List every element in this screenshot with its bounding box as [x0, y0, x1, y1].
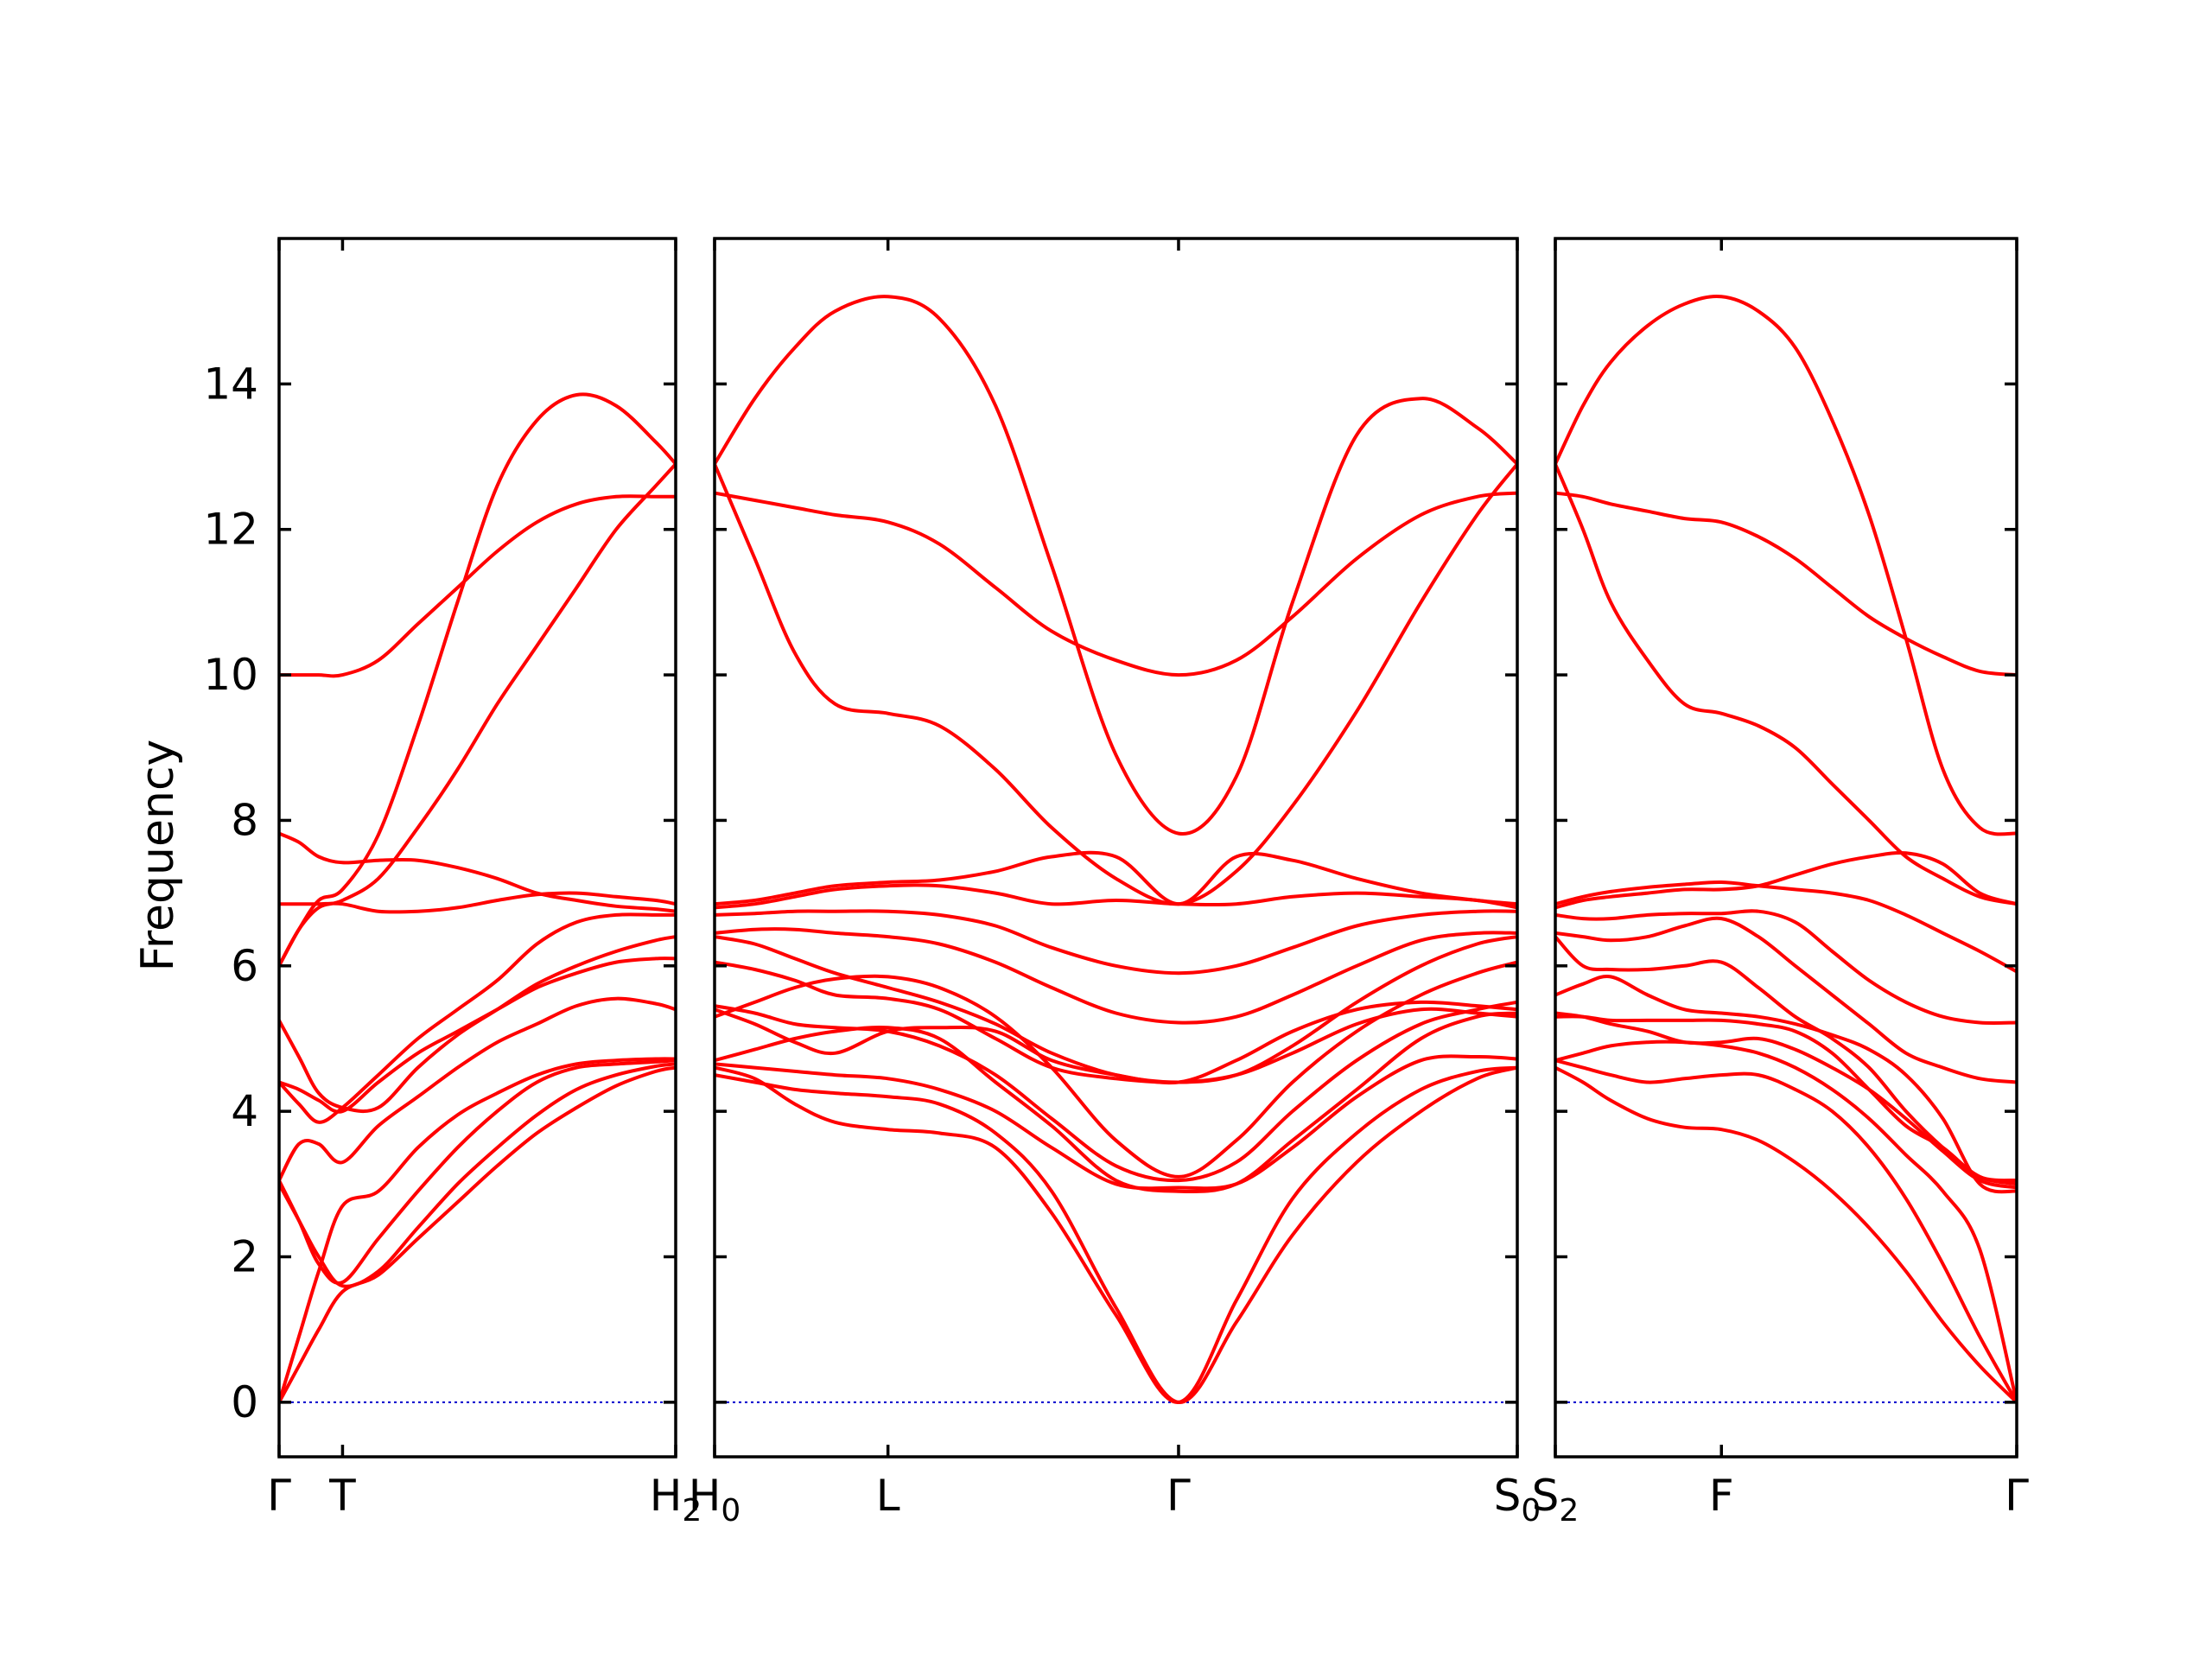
- band-2-6: [715, 909, 1517, 976]
- band-2-4: [715, 850, 1517, 906]
- x-tick-label-2-2: L: [876, 1471, 900, 1521]
- band-3-2: [1555, 462, 2017, 906]
- band-2-13: [715, 1054, 1517, 1191]
- x-tick-label-1-1: Γ: [267, 1471, 291, 1521]
- y-tick-label: 6: [231, 941, 258, 991]
- panel-3: S2 F Γ: [1532, 237, 2029, 1529]
- band-1-2: [279, 1057, 676, 1404]
- band-3-13: [1555, 1058, 2017, 1404]
- band-3-11: [1555, 1011, 2017, 1190]
- panel-frame-2: [713, 237, 1519, 1459]
- y-tick-label: 4: [231, 1086, 258, 1136]
- band-1-3: [279, 1062, 676, 1288]
- band-2-2: [715, 462, 1517, 906]
- band-1-10: [279, 462, 676, 968]
- x-tick-label-2-3: Γ: [1166, 1471, 1191, 1521]
- x-tick-label-3-2: F: [1709, 1471, 1734, 1521]
- x-tick-label-3-1: S2: [1532, 1471, 1580, 1529]
- y-tick-label: 0: [231, 1377, 258, 1427]
- band-3-6: [1555, 909, 2017, 1025]
- band-2-16: [715, 1000, 1517, 1085]
- band-1-11: [279, 494, 676, 678]
- x-tick-label-1-2: T: [328, 1471, 356, 1521]
- y-tick-label: 12: [203, 505, 258, 555]
- band-3-9: [1555, 975, 2017, 1194]
- y-axis-label: Frequency: [132, 740, 184, 972]
- band-1-13: [279, 1058, 676, 1285]
- band-3-1: [1555, 295, 2017, 836]
- band-1-6: [279, 935, 676, 1114]
- band-3-3: [1555, 491, 2017, 677]
- band-2-1: [715, 295, 1517, 836]
- band-2-12: [715, 1011, 1517, 1194]
- band-3-14: [1555, 1065, 2017, 1404]
- y-tick-label: 10: [203, 650, 258, 700]
- y-tick-label: 2: [231, 1232, 258, 1282]
- band-2-5: [715, 883, 1517, 910]
- band-2-11: [715, 1000, 1517, 1183]
- y-tick-label: 8: [231, 795, 258, 845]
- band-2-10: [715, 960, 1517, 1179]
- band-1-12: [279, 912, 676, 1124]
- band-2-9: [715, 960, 1517, 1084]
- band-3-5: [1555, 850, 2017, 910]
- band-1-5: [279, 957, 676, 1114]
- band-3-12: [1555, 1039, 2017, 1404]
- band-1-9: [279, 392, 676, 968]
- panel-frame-1: [277, 237, 677, 1459]
- panel-2: H0 L Γ S0: [689, 237, 1541, 1529]
- band-1-1: [279, 1065, 676, 1404]
- band-2-7: [715, 927, 1517, 1025]
- band-1-7: [279, 891, 676, 914]
- band-1-8: [279, 831, 676, 913]
- band-2-3: [715, 491, 1517, 677]
- band-group-1: [279, 392, 676, 1404]
- band-2-14: [715, 1065, 1517, 1404]
- band-3-4: [1555, 880, 2017, 974]
- band-1-4: [279, 996, 676, 1183]
- band-3-7: [1555, 916, 2017, 1084]
- x-tick-label-3-3: Γ: [2005, 1471, 2029, 1521]
- band-2-15: [715, 1065, 1517, 1404]
- y-tick-label: 14: [203, 359, 258, 409]
- band-group-3: [1555, 295, 2017, 1404]
- band-3-10: [1555, 1014, 2017, 1183]
- band-group-2: [715, 295, 1517, 1404]
- panel-frame-3: [1554, 237, 2018, 1459]
